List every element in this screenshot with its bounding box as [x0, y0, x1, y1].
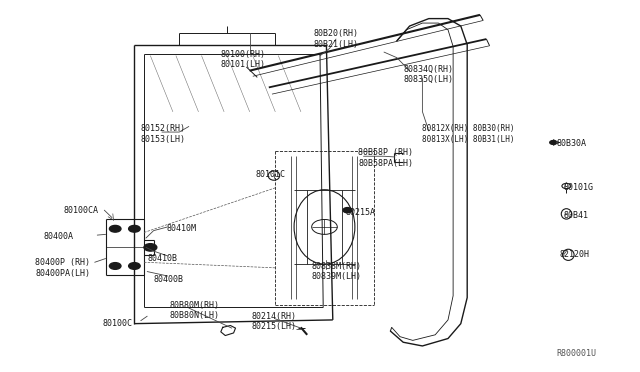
Text: 80400B: 80400B — [154, 275, 184, 283]
Circle shape — [109, 263, 121, 269]
Circle shape — [129, 263, 140, 269]
Text: 80100C: 80100C — [102, 319, 132, 328]
Text: 80214(RH)
80215(LH): 80214(RH) 80215(LH) — [252, 312, 296, 331]
Text: 80101G: 80101G — [563, 183, 593, 192]
Circle shape — [550, 141, 556, 144]
Text: 80100(RH)
80101(LH): 80100(RH) 80101(LH) — [221, 50, 266, 69]
Text: 80834Q(RH)
80835Q(LH): 80834Q(RH) 80835Q(LH) — [403, 65, 453, 84]
Text: 80410M: 80410M — [166, 224, 196, 233]
Text: 80400P (RH)
80400PA(LH): 80400P (RH) 80400PA(LH) — [35, 258, 90, 278]
Text: 80B41: 80B41 — [563, 211, 588, 220]
Text: 80838M(RH)
80839M(LH): 80838M(RH) 80839M(LH) — [312, 262, 362, 281]
Text: 80215A: 80215A — [346, 208, 376, 217]
Text: 80B80M(RH)
80B80N(LH): 80B80M(RH) 80B80N(LH) — [170, 301, 220, 320]
Text: 80B58P (RH)
80B58PA(LH): 80B58P (RH) 80B58PA(LH) — [358, 148, 413, 168]
Circle shape — [144, 244, 157, 251]
Text: 80410B: 80410B — [147, 254, 177, 263]
Text: 82120H: 82120H — [560, 250, 590, 259]
Circle shape — [343, 208, 352, 213]
Text: R800001U: R800001U — [557, 349, 596, 358]
Circle shape — [109, 225, 121, 232]
Circle shape — [129, 225, 140, 232]
Text: 80101C: 80101C — [256, 170, 286, 179]
Text: 80B20(RH)
80B21(LH): 80B20(RH) 80B21(LH) — [314, 29, 358, 49]
Text: 80100CA: 80100CA — [64, 206, 99, 215]
Text: 80B30A: 80B30A — [557, 139, 587, 148]
Text: 80812X(RH) 80B30(RH)
80813X(LH) 80B31(LH): 80812X(RH) 80B30(RH) 80813X(LH) 80B31(LH… — [422, 124, 515, 144]
Text: 80400A: 80400A — [44, 232, 74, 241]
Text: 80152(RH)
80153(LH): 80152(RH) 80153(LH) — [141, 124, 186, 144]
